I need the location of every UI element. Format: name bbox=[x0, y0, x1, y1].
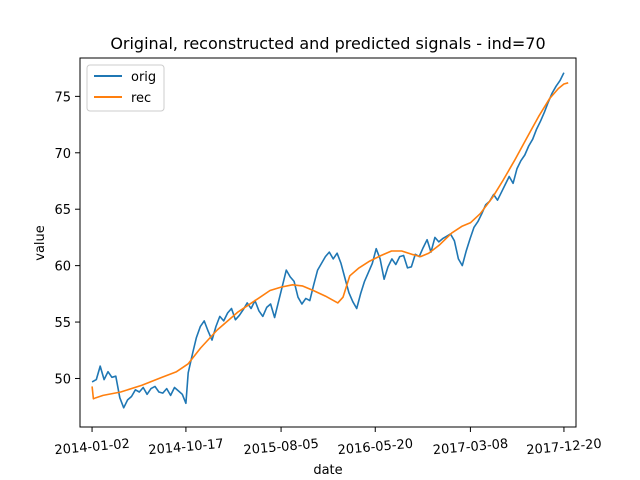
y-tick-label: 70 bbox=[54, 147, 71, 162]
y-tick-label: 55 bbox=[54, 316, 71, 331]
axes-frame bbox=[79, 57, 577, 428]
x-axis-label: date bbox=[313, 463, 342, 478]
legend-label-orig: orig bbox=[131, 70, 156, 85]
legend-label-rec: rec bbox=[131, 91, 151, 106]
x-tick-label: 2017-12-20 bbox=[526, 437, 603, 459]
chart-title: Original, reconstructed and predicted si… bbox=[110, 34, 545, 53]
x-tick-label: 2014-10-17 bbox=[148, 437, 225, 459]
plot-background bbox=[80, 58, 576, 427]
y-tick-label: 50 bbox=[54, 372, 71, 387]
series-line-rec bbox=[91, 82, 569, 400]
y-axis-label: value bbox=[33, 225, 48, 261]
series-layer bbox=[91, 72, 569, 409]
y-tick-label: 65 bbox=[54, 203, 71, 218]
x-tick-label: 2014-01-02 bbox=[54, 437, 131, 459]
y-tick-label: 75 bbox=[54, 90, 71, 105]
x-tick-label: 2017-03-08 bbox=[432, 437, 509, 459]
x-axis-ticks: 2014-01-02 2014-10-17 2015-08-05 2016-05-20… bbox=[54, 427, 602, 458]
x-tick-label: 2015-08-05 bbox=[243, 437, 320, 459]
y-tick-label: 60 bbox=[54, 260, 71, 275]
legend: orig rec bbox=[86, 64, 165, 112]
y-axis-ticks: 50 55 60 65 70 75 bbox=[54, 90, 80, 387]
plot-area bbox=[79, 57, 577, 428]
x-tick-label: 2016-05-20 bbox=[337, 437, 414, 459]
